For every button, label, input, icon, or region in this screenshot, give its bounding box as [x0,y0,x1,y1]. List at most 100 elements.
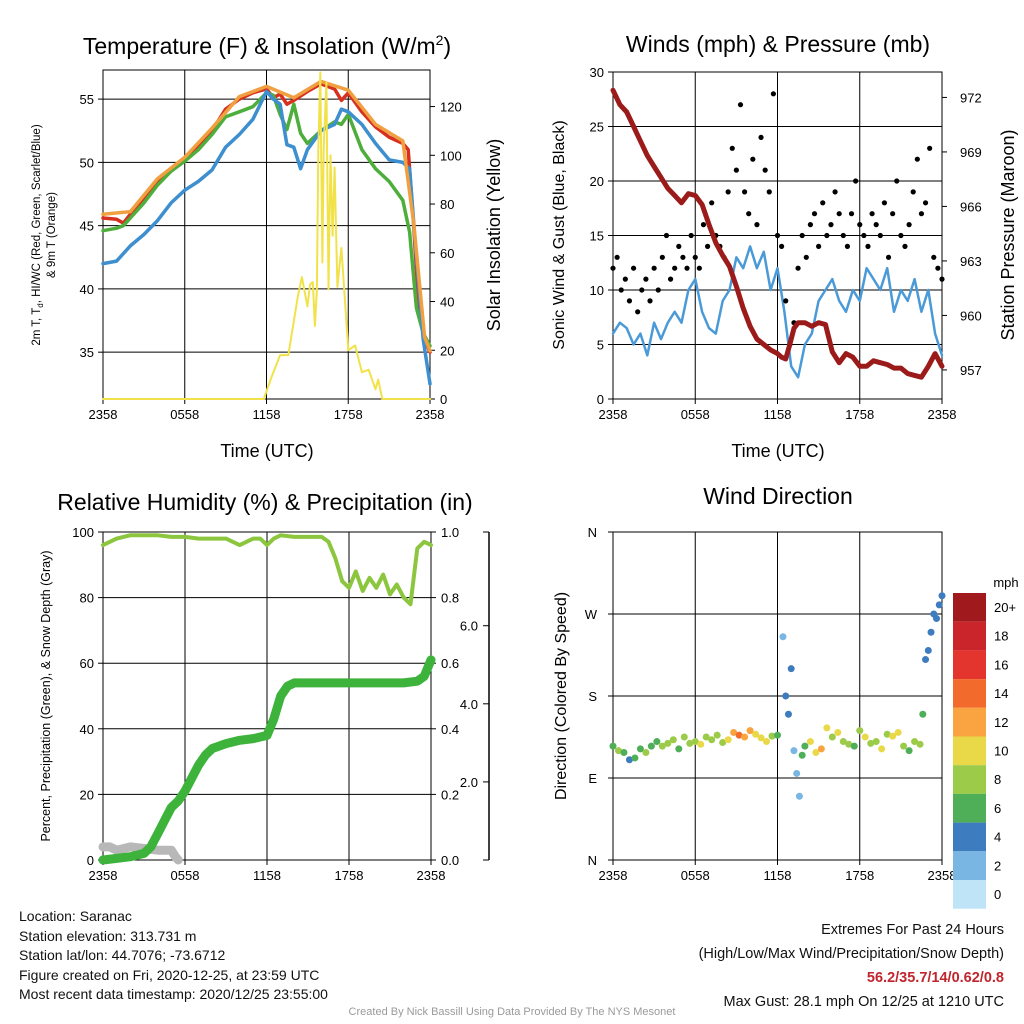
wdir-legend-label: 8 [994,772,1001,787]
wdir-point [894,728,902,736]
wdir-point [653,738,661,746]
wdir-point [669,736,677,744]
winds-gust-point [890,211,896,217]
winds-ytick-label: 15 [590,229,604,244]
rh-y3tick-label: 6.0 [460,619,478,634]
wdir-point [702,733,710,741]
winds-ytick-label: 10 [590,283,604,298]
winds-y2tick-label: 966 [960,199,982,214]
wdir-point [795,792,803,800]
winds-gust-point [779,243,785,249]
winds-gust-point [733,167,739,173]
rh-ytick-label: 60 [80,656,94,671]
winds-gust-point [848,211,855,217]
winds-gust-point [816,243,822,249]
temp-series-red [101,82,432,354]
winds-gust-point [877,232,883,239]
rh-y2tick-label: 0.2 [441,787,459,802]
wdir-xtick-label: 1758 [845,868,874,883]
temp-series-blue [101,89,432,386]
wdir-point [752,730,760,738]
wdir-point [787,665,795,673]
winds-gust-point [844,243,851,249]
winds-gust-point [898,232,904,239]
winds-gust-point [824,232,830,239]
winds-ytick-label: 0 [597,392,604,407]
wdir-point [730,728,738,736]
temp-y2tick-label: 120 [440,100,462,115]
winds-series-maroon [610,87,945,380]
winds-gust-point [914,156,920,162]
wdir-point [933,615,941,623]
temp-left-label-line2: & 9m T (Orange) [46,192,58,278]
wdir-legend-swatch [953,765,986,794]
winds-gust-point [651,265,657,271]
winds-gust-point [746,211,752,217]
winds-xtick-label: 1758 [845,407,874,422]
winds-gust-point [910,189,916,195]
wdir-point [636,745,644,753]
winds-gust-point [927,145,933,151]
wdir-point [861,733,869,741]
rh-y2tick-label: 0.4 [441,722,459,737]
location-text: Location: Saranac [19,908,132,924]
wdir-point [664,739,672,747]
wdir-point [697,740,705,748]
winds-gust-point [918,211,925,217]
winds-gust-point [737,102,744,108]
winds-ytick-label: 25 [590,120,604,135]
winds-gust-point [742,189,748,195]
winds-gust-point [696,265,702,271]
winds-gust-point [647,298,653,304]
wdir-point [798,751,806,759]
temp-right-label: Solar Insolation (Yellow) [484,139,504,331]
wdir-point [889,732,897,740]
winds-gust-point [766,189,772,195]
rh-xtick-label: 1758 [335,868,364,883]
winds-gust-point [754,222,760,228]
wdir-legend-label: 2 [994,858,1001,873]
wdir-ytick-label: N [588,525,597,540]
wdir-point [919,710,927,718]
rh-xtick-label: 2358 [89,868,118,883]
temp-xlabel: Time (UTC) [220,441,313,461]
wdir-point [620,748,628,756]
wdir-legend-label: 14 [994,686,1008,701]
winds-y2tick-label: 960 [960,308,982,323]
winds-xtick-label: 2358 [928,407,957,422]
wdir-point [856,727,864,735]
wdir-legend-label: 20+ [994,600,1016,615]
wdir-point [900,742,908,750]
wdir-point [911,738,919,746]
rh-xtick-label: 0558 [171,868,200,883]
winds-gust-point [795,265,801,271]
winds-xtick-label: 0558 [681,407,710,422]
wdir-point [878,745,886,753]
winds-gust-point [857,222,863,228]
wdir-point [686,739,694,747]
wdir-point [741,733,749,741]
wdir-point [839,738,847,746]
wdir-legend-swatch [953,793,986,823]
wdir-point [872,738,880,746]
rh-ytick-label: 40 [80,722,94,737]
wdir-legend-swatch [953,822,986,852]
winds-y2tick-label: 972 [960,90,982,105]
temp-xtick-label: 0558 [170,407,199,422]
wdir-point [757,734,765,742]
wdir-point [922,656,930,664]
wdir-point [774,731,781,739]
winds-gust-point [750,156,756,162]
wdir-ytick-label: S [588,689,597,704]
winds-gust-point [881,200,888,206]
temp-xtick-label: 2358 [89,407,118,422]
winds-series-wind [611,245,944,379]
winds-ytick-label: 30 [590,65,604,80]
winds-gust-point [861,232,867,239]
temp-ytick-label: 55 [80,92,94,107]
winds-right-label: Station Pressure (Maroon) [998,129,1018,340]
winds-gust-point [869,211,875,217]
temp-xtick-label: 1158 [253,407,281,422]
wdir-point [647,742,655,750]
latlon-text: Station lat/lon: 44.7076; -73.6712 [19,947,226,964]
